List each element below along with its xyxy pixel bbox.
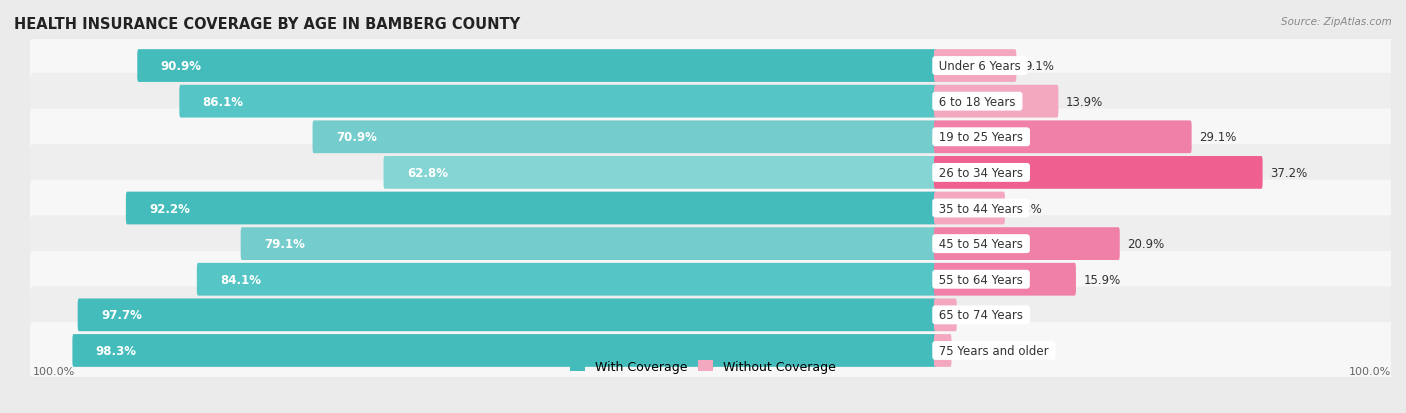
Text: 100.0%: 100.0%: [32, 367, 75, 377]
FancyBboxPatch shape: [934, 192, 1005, 225]
FancyBboxPatch shape: [30, 145, 1393, 201]
Text: 62.8%: 62.8%: [406, 166, 447, 180]
FancyBboxPatch shape: [312, 121, 936, 154]
Text: 2.3%: 2.3%: [965, 309, 994, 322]
Text: 86.1%: 86.1%: [202, 95, 243, 108]
FancyBboxPatch shape: [934, 263, 1076, 296]
FancyBboxPatch shape: [934, 228, 1119, 260]
FancyBboxPatch shape: [30, 74, 1393, 130]
Text: 45 to 54 Years: 45 to 54 Years: [935, 237, 1026, 251]
Text: 79.1%: 79.1%: [264, 237, 305, 251]
Text: 65 to 74 Years: 65 to 74 Years: [935, 309, 1026, 322]
Text: 55 to 64 Years: 55 to 64 Years: [935, 273, 1026, 286]
Text: 84.1%: 84.1%: [221, 273, 262, 286]
FancyBboxPatch shape: [180, 85, 936, 118]
Text: 92.2%: 92.2%: [149, 202, 190, 215]
FancyBboxPatch shape: [197, 263, 936, 296]
FancyBboxPatch shape: [138, 50, 936, 83]
FancyBboxPatch shape: [30, 252, 1393, 308]
Text: 26 to 34 Years: 26 to 34 Years: [935, 166, 1026, 180]
FancyBboxPatch shape: [934, 157, 1263, 189]
Text: 35 to 44 Years: 35 to 44 Years: [935, 202, 1026, 215]
FancyBboxPatch shape: [72, 334, 936, 367]
FancyBboxPatch shape: [30, 109, 1393, 166]
Text: 15.9%: 15.9%: [1084, 273, 1121, 286]
Text: 70.9%: 70.9%: [336, 131, 377, 144]
FancyBboxPatch shape: [934, 85, 1059, 118]
Text: 97.7%: 97.7%: [101, 309, 142, 322]
Text: 98.3%: 98.3%: [96, 344, 136, 357]
Text: 90.9%: 90.9%: [160, 60, 201, 73]
FancyBboxPatch shape: [934, 121, 1192, 154]
Text: 7.8%: 7.8%: [1012, 202, 1042, 215]
Text: 29.1%: 29.1%: [1199, 131, 1236, 144]
FancyBboxPatch shape: [384, 157, 936, 189]
Text: Source: ZipAtlas.com: Source: ZipAtlas.com: [1281, 17, 1392, 26]
FancyBboxPatch shape: [934, 50, 1017, 83]
Text: 75 Years and older: 75 Years and older: [935, 344, 1053, 357]
FancyBboxPatch shape: [934, 334, 952, 367]
FancyBboxPatch shape: [127, 192, 936, 225]
Text: 6 to 18 Years: 6 to 18 Years: [935, 95, 1019, 108]
FancyBboxPatch shape: [30, 216, 1393, 272]
Text: 100.0%: 100.0%: [1348, 367, 1391, 377]
Text: Under 6 Years: Under 6 Years: [935, 60, 1025, 73]
FancyBboxPatch shape: [77, 299, 936, 331]
FancyBboxPatch shape: [30, 323, 1393, 379]
Text: 37.2%: 37.2%: [1270, 166, 1308, 180]
FancyBboxPatch shape: [30, 180, 1393, 237]
FancyBboxPatch shape: [240, 228, 936, 260]
Text: 9.1%: 9.1%: [1024, 60, 1053, 73]
Text: 1.7%: 1.7%: [959, 344, 988, 357]
Legend: With Coverage, Without Coverage: With Coverage, Without Coverage: [565, 355, 841, 378]
Text: HEALTH INSURANCE COVERAGE BY AGE IN BAMBERG COUNTY: HEALTH INSURANCE COVERAGE BY AGE IN BAMB…: [14, 17, 520, 31]
FancyBboxPatch shape: [30, 38, 1393, 95]
FancyBboxPatch shape: [934, 299, 956, 331]
Text: 19 to 25 Years: 19 to 25 Years: [935, 131, 1026, 144]
Text: 13.9%: 13.9%: [1066, 95, 1104, 108]
FancyBboxPatch shape: [30, 287, 1393, 343]
Text: 20.9%: 20.9%: [1128, 237, 1164, 251]
